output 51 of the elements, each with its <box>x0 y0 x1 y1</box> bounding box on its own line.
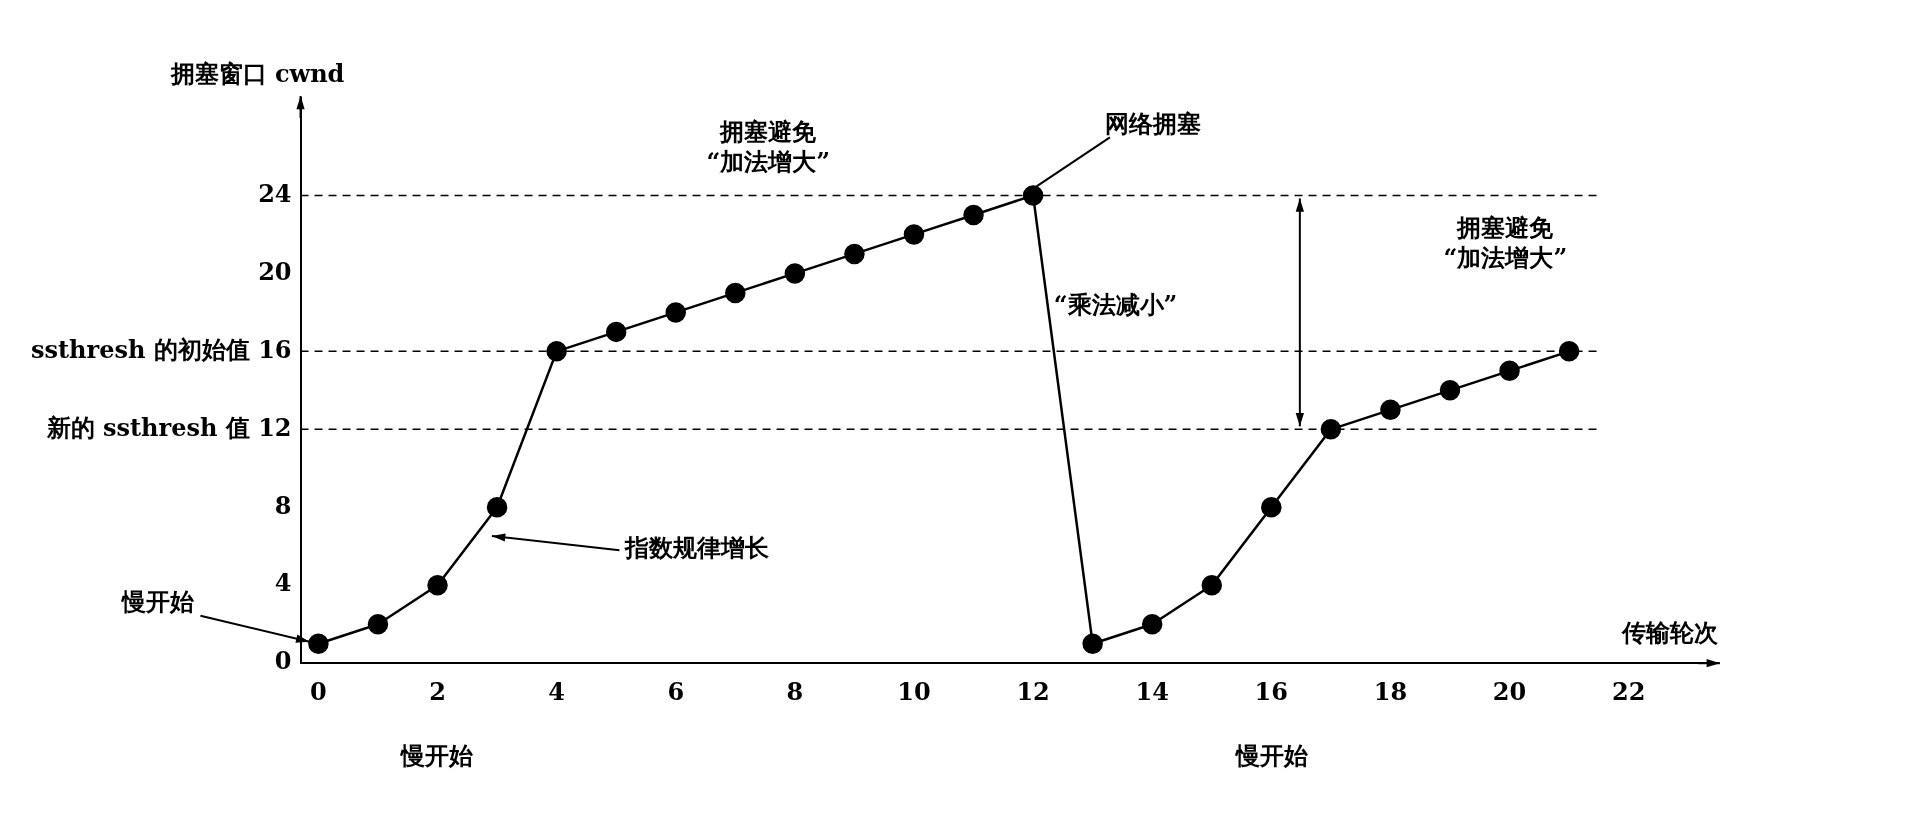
point <box>605 321 627 343</box>
annotation: 拥塞避免 “加法增大” <box>1443 213 1568 273</box>
text: 慢开始 <box>398 741 473 771</box>
point <box>1022 185 1044 206</box>
point <box>546 341 567 362</box>
point <box>1201 574 1223 596</box>
point <box>665 302 686 323</box>
point <box>367 613 389 635</box>
x-tick-label: 4 <box>548 676 565 706</box>
x-tick-label: 8 <box>786 676 804 706</box>
y-tick-label: 20 <box>258 256 292 286</box>
point <box>486 497 508 518</box>
point <box>1082 633 1103 654</box>
annotation: 网络拥塞 <box>1105 108 1202 138</box>
x-tick-label: 16 <box>1254 676 1289 706</box>
point <box>1499 360 1520 382</box>
y-tick-label: 4 <box>274 568 292 598</box>
annotation: 慢开始 <box>120 586 195 616</box>
point <box>1380 399 1401 421</box>
x-tick-label: 2 <box>429 676 446 706</box>
x-tick-label: 20 <box>1492 676 1527 706</box>
x-tick-label: 12 <box>1016 676 1050 706</box>
point <box>844 243 865 265</box>
annotation: 拥塞避免 “加法增大” <box>706 117 831 177</box>
y-tick-label: 24 <box>258 178 292 208</box>
point <box>903 224 925 245</box>
x-tick-label: 6 <box>667 676 685 706</box>
point <box>308 633 329 654</box>
point <box>1141 613 1163 635</box>
y-tick-label: 0 <box>274 646 292 676</box>
y-tick-label: 8 <box>274 490 292 520</box>
point <box>1439 380 1461 401</box>
x-tick-label: 0 <box>310 676 327 706</box>
point <box>963 204 984 226</box>
point <box>1261 497 1282 518</box>
point <box>1320 419 1342 440</box>
x-axis-title: 传输轮次 <box>1621 618 1719 648</box>
x-tick-label: 22 <box>1611 676 1646 706</box>
annotation: “乘法减小” <box>1053 290 1178 320</box>
annotation: 指数规律增长 <box>624 533 770 563</box>
point <box>725 282 746 304</box>
point <box>784 263 806 284</box>
x-tick-label: 10 <box>897 676 931 706</box>
y-tick-label: 新的 ssthresh 值 12 <box>45 412 292 442</box>
text: 慢开始 <box>1233 741 1308 771</box>
x-tick-label: 14 <box>1135 676 1169 706</box>
x-tick-label: 18 <box>1373 676 1408 706</box>
y-tick-label: ssthresh 的初始值 16 <box>31 334 292 364</box>
point <box>427 574 448 596</box>
point <box>1558 341 1580 362</box>
y-axis-title: 拥塞窗口 cwnd <box>169 59 345 89</box>
